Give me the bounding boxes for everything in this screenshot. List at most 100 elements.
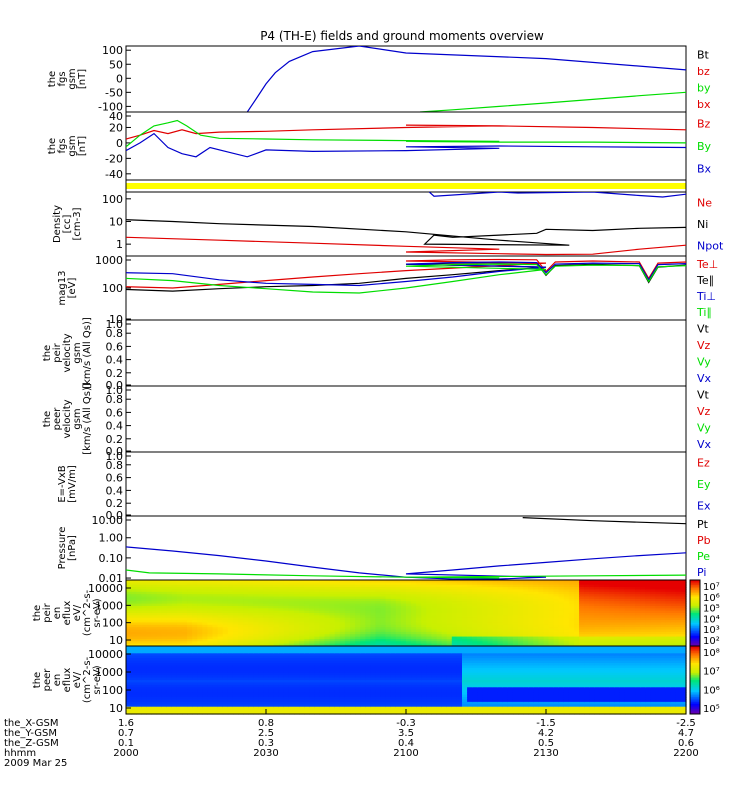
- spectrogram-cell: [456, 601, 463, 605]
- spectrogram-cell: [288, 687, 295, 691]
- spectrogram-cell: [624, 622, 631, 626]
- spectrogram-cell: [502, 617, 509, 621]
- spectrogram-cell: [665, 629, 672, 633]
- spectrogram-cell: [217, 638, 224, 642]
- spectrogram-cell: [141, 617, 147, 621]
- spectrogram-cell: [431, 603, 438, 607]
- spectrogram-cell: [477, 584, 483, 588]
- spectrogram-cell: [131, 655, 137, 659]
- spectrogram-cell: [406, 624, 412, 628]
- spectrogram-cell: [268, 699, 275, 703]
- spectrogram-cell: [156, 601, 163, 605]
- spectrogram-cell: [232, 584, 239, 588]
- spectrogram-cell: [650, 598, 657, 602]
- spectrogram-cell: [146, 655, 153, 659]
- spectrogram-cell: [212, 660, 219, 664]
- spectrogram-cell: [395, 601, 402, 605]
- spectrogram-cell: [360, 701, 366, 705]
- spectrogram-cell: [584, 582, 590, 586]
- spectrogram-cell: [222, 660, 229, 664]
- spectrogram-cell: [334, 675, 341, 679]
- spectrogram-cell: [665, 596, 672, 600]
- spectrogram-cell: [487, 601, 494, 605]
- spectrogram-cell: [492, 620, 499, 624]
- spectrogram-cell: [360, 667, 366, 671]
- spectrogram-cell: [512, 603, 519, 607]
- spectrogram-cell: [584, 601, 590, 605]
- spectrogram-cell: [182, 663, 188, 667]
- spectrogram-cell: [176, 636, 183, 640]
- spectrogram-cell: [248, 631, 254, 635]
- spectrogram-cell: [380, 682, 387, 686]
- spectrogram-cell: [395, 687, 402, 691]
- spectrogram-cell: [614, 580, 621, 583]
- spectrogram-cell: [131, 653, 137, 657]
- spectrogram-cell: [212, 638, 219, 642]
- spectrogram-cell: [283, 648, 290, 652]
- spectrogram-cell: [635, 582, 641, 586]
- spectrogram-cell: [253, 591, 259, 595]
- spectrogram-cell: [355, 692, 361, 696]
- spectrogram-cell: [273, 636, 280, 640]
- spectrogram-cell: [334, 706, 341, 710]
- spectrogram-cell: [339, 711, 346, 715]
- spectrogram-cell: [421, 660, 427, 664]
- spectrogram-cell: [238, 629, 244, 633]
- y-tick-label: 100: [102, 193, 123, 206]
- spectrogram-cell: [568, 624, 575, 628]
- spectrogram-cell: [187, 624, 193, 628]
- spectrogram-cell: [197, 699, 203, 703]
- spectrogram-cell: [416, 615, 422, 619]
- spectrogram-cell: [350, 634, 356, 638]
- spectrogram-cell: [553, 584, 560, 588]
- spectrogram-cell: [416, 663, 422, 667]
- spectrogram-cell: [482, 613, 489, 616]
- spectrogram-cell: [222, 580, 229, 583]
- spectrogram-cell: [477, 620, 483, 624]
- spectrogram-cell: [171, 627, 178, 631]
- spectrogram-cell: [380, 665, 387, 669]
- spectrogram-cell: [136, 704, 142, 708]
- spectrogram-cell: [574, 634, 580, 638]
- spectrogram-cell: [207, 687, 214, 691]
- spectrogram-cell: [166, 701, 173, 705]
- spectrogram-cell: [370, 582, 377, 586]
- spectrogram-cell: [304, 660, 310, 664]
- spectrogram-cell: [166, 613, 173, 616]
- spectrogram-cell: [502, 622, 509, 626]
- spectrogram-cell: [248, 670, 254, 674]
- spectrogram-cell: [385, 663, 392, 667]
- spectrogram-cell: [222, 663, 229, 667]
- spectrogram-cell: [202, 582, 209, 586]
- spectrogram-cell: [268, 594, 275, 598]
- spectrogram-cell: [156, 629, 163, 633]
- spectrogram-cell: [655, 596, 662, 600]
- spectrogram-cell: [182, 704, 188, 708]
- spectrogram-cell: [243, 594, 249, 598]
- spectrogram-cell: [365, 617, 371, 621]
- spectrogram-cell: [304, 684, 310, 688]
- spectrogram-cell: [217, 655, 224, 659]
- spectrogram-cell: [232, 591, 239, 595]
- spectrogram-cell: [350, 598, 356, 602]
- spectrogram-cell: [431, 596, 438, 600]
- spectrogram-cell: [268, 648, 275, 652]
- spectrogram-cell: [655, 589, 662, 593]
- spectrogram-cell: [156, 675, 163, 679]
- spectrogram-cell: [446, 610, 453, 614]
- spectrogram-cell: [268, 605, 275, 609]
- spectrogram-cell: [232, 589, 239, 593]
- spectrogram-cell: [283, 608, 290, 612]
- spectrogram-cell: [161, 687, 168, 691]
- spectrogram-cell: [563, 582, 570, 586]
- spectrogram-cell: [655, 636, 662, 640]
- spectrogram-cell: [278, 587, 285, 591]
- spectrogram-cell: [614, 610, 621, 614]
- spectrogram-cell: [283, 672, 290, 676]
- spectrogram-cell: [146, 709, 153, 713]
- spectrogram-cell: [411, 692, 417, 696]
- spectrogram-cell: [431, 598, 438, 602]
- spectrogram-cell: [202, 711, 209, 715]
- spectrogram-cell: [136, 617, 142, 621]
- spectrogram-cell: [339, 692, 346, 696]
